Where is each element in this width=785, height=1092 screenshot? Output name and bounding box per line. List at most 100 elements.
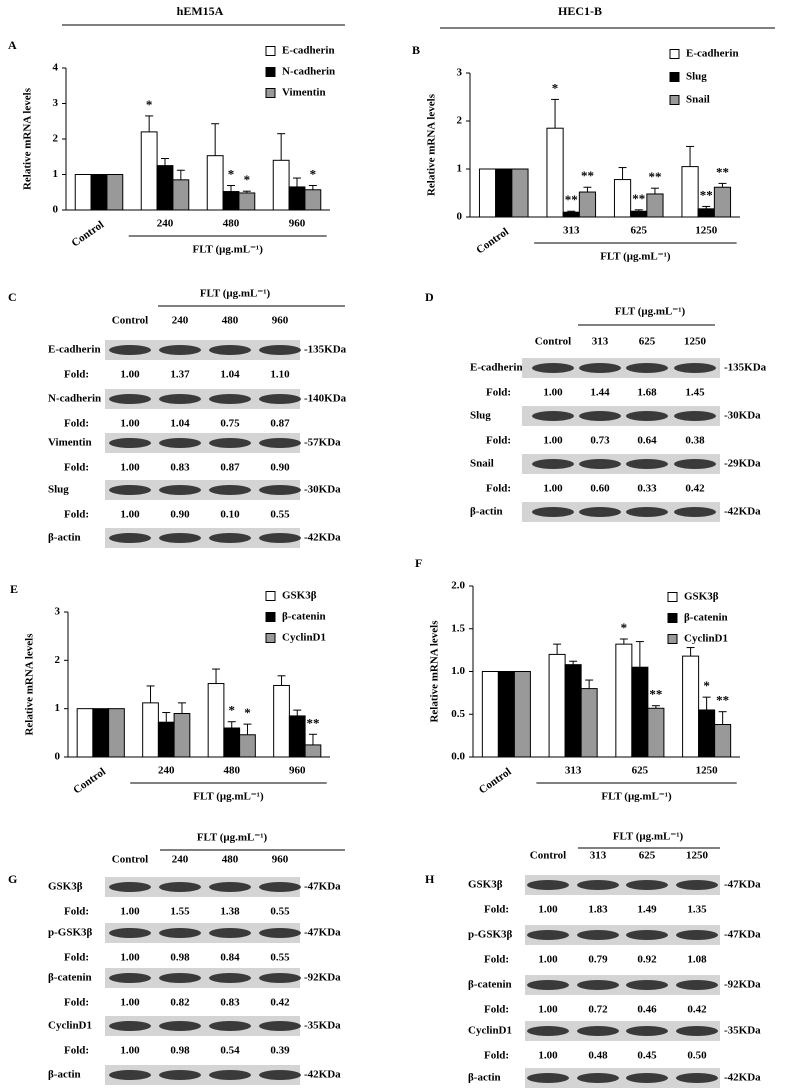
legend-swatch <box>669 95 680 105</box>
fold-value: 1.00 <box>120 1045 140 1057</box>
y-axis-label: Relative mRNA levels <box>22 87 34 190</box>
band <box>532 507 574 517</box>
legend-label: β-catenin <box>684 612 728 624</box>
bar <box>140 131 158 211</box>
y-tick-label: 0 <box>457 211 463 223</box>
fold-value: 0.10 <box>220 509 240 521</box>
band <box>626 930 668 940</box>
band <box>527 1026 569 1036</box>
size-label: -42KDa <box>304 532 341 544</box>
bar <box>74 174 92 211</box>
protein-label: β-catenin <box>48 972 92 984</box>
protein-label: β-actin <box>468 1072 501 1084</box>
blot-strip <box>525 875 720 895</box>
fold-value: 1.04 <box>220 369 240 381</box>
bar <box>647 707 665 758</box>
band <box>527 1073 569 1083</box>
fold-value: 1.00 <box>543 387 563 399</box>
size-label: -135KDa <box>724 362 767 374</box>
error-bar <box>243 723 252 735</box>
bar <box>304 189 322 211</box>
band <box>676 1026 718 1036</box>
blot-strip <box>105 433 300 453</box>
fold-value: 0.98 <box>170 952 190 964</box>
error-bar <box>567 210 576 213</box>
y-tick-label: 2 <box>457 115 463 127</box>
fold-value: 1.00 <box>543 435 563 447</box>
band <box>577 930 619 940</box>
blot-strip <box>525 1021 720 1041</box>
fold-value: 0.50 <box>687 1050 707 1062</box>
blot-strip <box>105 528 300 548</box>
size-label: -42KDa <box>724 506 761 518</box>
bar <box>156 165 174 211</box>
band <box>259 394 301 404</box>
bar <box>564 664 582 758</box>
x-tick-label: 1250 <box>696 765 719 777</box>
legend-label: GSK3β <box>282 590 317 602</box>
bar <box>157 721 175 758</box>
band <box>259 345 301 355</box>
y-tick-label: 0.0 <box>451 751 465 763</box>
bar <box>580 688 598 758</box>
fold-value: 1.08 <box>687 954 707 966</box>
fold-value: 0.75 <box>220 418 240 430</box>
bar <box>76 708 94 758</box>
band <box>577 880 619 890</box>
blot-strip <box>105 923 300 943</box>
bar <box>288 186 306 211</box>
x-tick-label: 480 <box>224 765 241 777</box>
y-tick-label: 3 <box>457 67 463 79</box>
bar <box>714 724 732 758</box>
error-bar <box>277 133 286 161</box>
significance: * <box>621 620 628 635</box>
protein-label: p-GSK3β <box>468 929 513 941</box>
fold-value: 0.55 <box>270 509 290 521</box>
fold-label: Fold: <box>64 906 89 918</box>
legend-swatch <box>265 46 276 56</box>
error-bar <box>212 668 221 684</box>
y-tick-label: 0 <box>53 204 59 216</box>
lane-label: 313 <box>590 850 607 862</box>
size-label: -47KDa <box>724 929 761 941</box>
panel-label: D <box>425 290 434 304</box>
bar <box>478 168 497 218</box>
fold-value: 0.60 <box>590 483 610 495</box>
error-bar <box>161 158 169 166</box>
lane-label: Control <box>112 854 148 866</box>
panel-label: A <box>8 38 17 52</box>
fold-value: 1.00 <box>543 483 563 495</box>
protein-label: β-actin <box>48 532 81 544</box>
band <box>159 438 201 448</box>
band <box>626 980 668 990</box>
size-label: -30KDa <box>304 484 341 496</box>
bar <box>304 744 322 758</box>
band <box>676 1073 718 1083</box>
lane-label: 1250 <box>684 336 707 348</box>
legend-label: E-cadherin <box>282 45 335 57</box>
fold-value: 1.00 <box>120 462 140 474</box>
fold-label: Fold: <box>64 952 89 964</box>
bar <box>273 684 290 758</box>
bar <box>615 643 633 758</box>
legend-swatch <box>669 49 680 59</box>
fold-value: 0.90 <box>170 509 190 521</box>
error-bar <box>619 638 628 645</box>
protein-label: GSK3β <box>48 881 83 893</box>
band <box>259 882 301 892</box>
lane-label: 313 <box>592 336 609 348</box>
significance: ** <box>700 187 713 202</box>
bar <box>681 166 699 218</box>
treatment-header: FLT (μg.mL⁻¹) <box>613 831 684 843</box>
x-axis-label: FLT (μg.mL⁻¹) <box>193 244 264 256</box>
fold-value: 1.00 <box>538 954 558 966</box>
fold-value: 0.42 <box>685 483 705 495</box>
band <box>109 345 151 355</box>
blot-strip <box>105 480 300 500</box>
lane-label: Control <box>530 850 566 862</box>
band <box>259 485 301 495</box>
band <box>579 459 621 469</box>
y-tick-label: 3 <box>55 606 61 618</box>
fold-value: 0.55 <box>270 952 290 964</box>
